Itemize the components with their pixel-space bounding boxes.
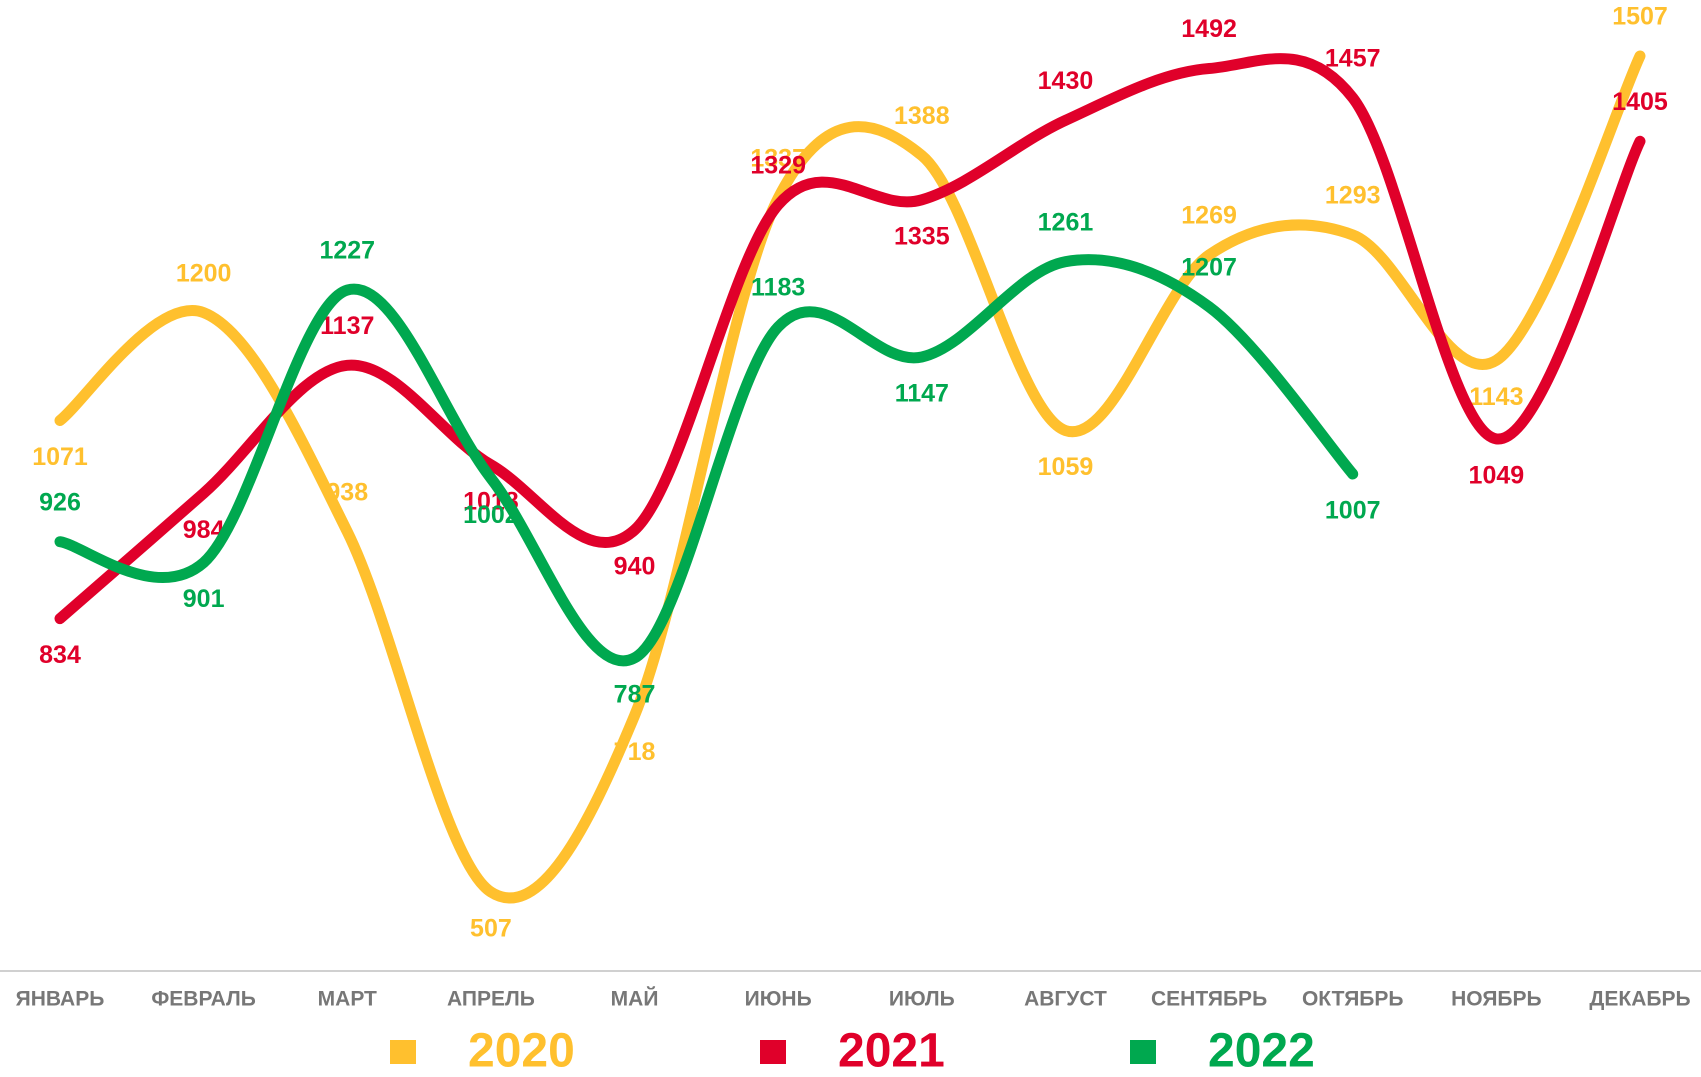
data-label: 1200 — [176, 259, 232, 287]
data-label: 834 — [39, 641, 81, 669]
data-label: 926 — [39, 488, 81, 516]
data-label: 901 — [183, 585, 225, 613]
line — [54, 53, 1646, 625]
data-label: 507 — [470, 915, 512, 943]
legend-label: 2022 — [1208, 1025, 1315, 1077]
data-label: 1269 — [1181, 202, 1237, 230]
data-label: 1405 — [1612, 88, 1668, 116]
data-label: 1388 — [894, 102, 950, 130]
data-label: 1430 — [1038, 67, 1094, 95]
line — [54, 254, 1359, 667]
x-tick-label: АВГУСТ — [1024, 988, 1107, 1011]
data-label: 1143 — [1469, 383, 1523, 411]
x-tick-label: ЯНВАРЬ — [16, 988, 105, 1011]
data-label: 1329 — [750, 151, 806, 179]
data-label: 1183 — [751, 273, 805, 301]
x-tick-label: ИЮЛЬ — [889, 988, 955, 1011]
x-tick-label: ИЮНЬ — [745, 988, 812, 1011]
x-tick-label: ФЕВРАЛЬ — [151, 988, 256, 1011]
data-label: 1227 — [319, 237, 375, 265]
legend-label: 2021 — [838, 1025, 945, 1077]
data-label: 1492 — [1181, 15, 1237, 43]
data-label: 940 — [614, 553, 656, 581]
x-tick-label: МАРТ — [318, 988, 377, 1011]
data-label: 1457 — [1325, 44, 1381, 72]
x-tick-label: НОЯБРЬ — [1451, 988, 1542, 1011]
x-tick-label: АПРЕЛЬ — [447, 988, 535, 1011]
data-label: 718 — [614, 738, 656, 766]
data-label: 1507 — [1612, 3, 1668, 31]
x-tick-label: СЕНТЯБРЬ — [1151, 988, 1267, 1011]
legend-swatch — [760, 1040, 786, 1064]
x-tick-label: ОКТЯБРЬ — [1302, 988, 1404, 1011]
x-tick-label: ДЕКАБРЬ — [1589, 988, 1690, 1011]
data-label: 787 — [614, 681, 656, 709]
data-label: 1207 — [1181, 253, 1237, 281]
data-label: 1293 — [1325, 182, 1381, 210]
data-label: 1261 — [1038, 208, 1094, 236]
legend-swatch — [1130, 1040, 1156, 1064]
legend-swatch — [390, 1040, 416, 1064]
data-label: 1059 — [1038, 453, 1094, 481]
data-label: 1337 — [750, 145, 806, 173]
data-label: 1071 — [32, 443, 88, 471]
data-label: 1335 — [894, 222, 950, 250]
data-label: 1049 — [1469, 461, 1525, 489]
data-label: 1002 — [463, 501, 519, 529]
x-tick-label: МАЙ — [611, 987, 659, 1011]
legend-label: 2020 — [468, 1025, 575, 1077]
data-label: 1147 — [895, 380, 949, 408]
data-label: 1007 — [1325, 497, 1381, 525]
line — [54, 50, 1646, 904]
data-label: 938 — [326, 478, 368, 506]
data-label: 1137 — [320, 312, 374, 340]
